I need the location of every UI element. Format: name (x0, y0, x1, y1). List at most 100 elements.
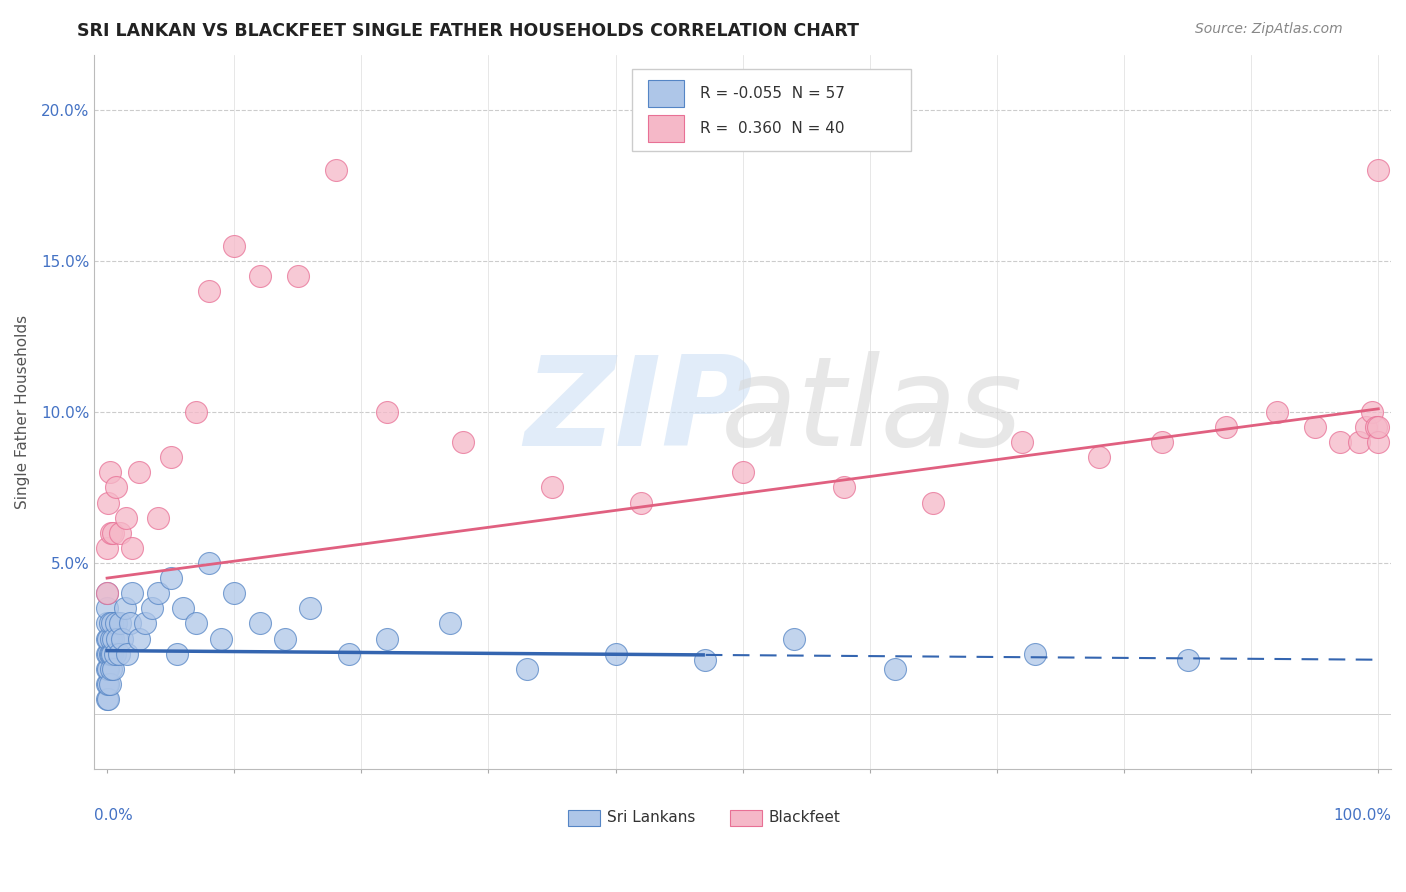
Text: SRI LANKAN VS BLACKFEET SINGLE FATHER HOUSEHOLDS CORRELATION CHART: SRI LANKAN VS BLACKFEET SINGLE FATHER HO… (77, 22, 859, 40)
Point (541, 480, 564, 494)
Point (451, 435, 474, 450)
Point (197, 284, 219, 298)
Point (1265, 405, 1288, 419)
Y-axis label: Single Father Households: Single Father Households (15, 315, 30, 509)
Point (103, 632, 125, 646)
Point (103, 662, 125, 676)
Point (96, 601, 118, 615)
Point (1303, 420, 1326, 434)
Point (630, 495, 652, 509)
Point (104, 647, 127, 661)
Point (299, 601, 322, 615)
Point (184, 405, 207, 419)
Point (101, 647, 124, 661)
Bar (648, 115, 685, 142)
Point (146, 510, 169, 524)
Point (128, 465, 150, 479)
Point (108, 525, 131, 540)
Point (96, 677, 118, 691)
Point (731, 465, 754, 479)
Point (782, 632, 804, 646)
Point (146, 586, 169, 600)
Point (115, 510, 138, 524)
Point (100, 525, 122, 540)
Point (1177, 653, 1199, 667)
Point (1329, 435, 1351, 450)
Point (1348, 435, 1371, 450)
Point (96, 586, 118, 600)
Point (1215, 420, 1237, 434)
Point (96, 662, 118, 676)
Point (98, 677, 121, 691)
Point (1367, 435, 1389, 450)
Point (172, 601, 194, 615)
Point (325, 163, 347, 178)
Point (375, 405, 398, 419)
Point (117, 647, 139, 661)
Point (516, 662, 538, 676)
Text: R = -0.055  N = 57: R = -0.055 N = 57 (700, 87, 845, 101)
Bar (648, 80, 685, 107)
Point (1354, 420, 1376, 434)
Point (108, 616, 131, 631)
Point (96, 586, 118, 600)
Point (128, 632, 150, 646)
Point (184, 616, 207, 631)
Point (159, 450, 181, 465)
Point (605, 647, 627, 661)
Point (96, 541, 118, 555)
Point (103, 525, 125, 540)
Point (104, 480, 127, 494)
Text: R =  0.360  N = 40: R = 0.360 N = 40 (700, 121, 845, 136)
Point (166, 647, 188, 661)
Point (922, 495, 945, 509)
Point (141, 601, 163, 615)
Point (111, 632, 134, 646)
Point (97, 647, 120, 661)
Point (249, 268, 271, 283)
Point (118, 616, 141, 631)
Text: 0.0%: 0.0% (94, 808, 134, 822)
Point (104, 616, 127, 631)
Point (96, 616, 118, 631)
Point (439, 616, 461, 631)
Point (100, 662, 122, 676)
Text: 100.0%: 100.0% (1333, 808, 1391, 822)
Point (97, 662, 120, 676)
Bar (568, 810, 600, 826)
Point (197, 556, 219, 570)
Point (337, 647, 360, 661)
Point (375, 632, 398, 646)
Point (97, 495, 120, 509)
Text: ZIP: ZIP (524, 351, 754, 473)
Point (224, 238, 246, 252)
Point (224, 586, 246, 600)
Point (1364, 420, 1386, 434)
Point (121, 586, 143, 600)
Point (287, 268, 309, 283)
Point (97, 677, 120, 691)
Point (1367, 420, 1389, 434)
Point (884, 662, 907, 676)
Point (249, 616, 271, 631)
Point (97, 632, 120, 646)
Point (114, 601, 136, 615)
Bar (730, 810, 762, 826)
Text: Blackfeet: Blackfeet (769, 810, 841, 825)
Point (105, 632, 128, 646)
Point (96, 632, 118, 646)
Point (1087, 450, 1109, 465)
Point (101, 616, 124, 631)
Text: atlas: atlas (721, 351, 1024, 473)
Point (98, 465, 121, 479)
Point (134, 616, 156, 631)
Point (211, 632, 233, 646)
Text: Sri Lankans: Sri Lankans (606, 810, 695, 825)
Point (834, 480, 856, 494)
Point (1024, 647, 1046, 661)
Text: Source: ZipAtlas.com: Source: ZipAtlas.com (1195, 22, 1343, 37)
Point (100, 632, 122, 646)
Point (159, 571, 181, 585)
Point (96, 647, 118, 661)
Point (98, 647, 121, 661)
